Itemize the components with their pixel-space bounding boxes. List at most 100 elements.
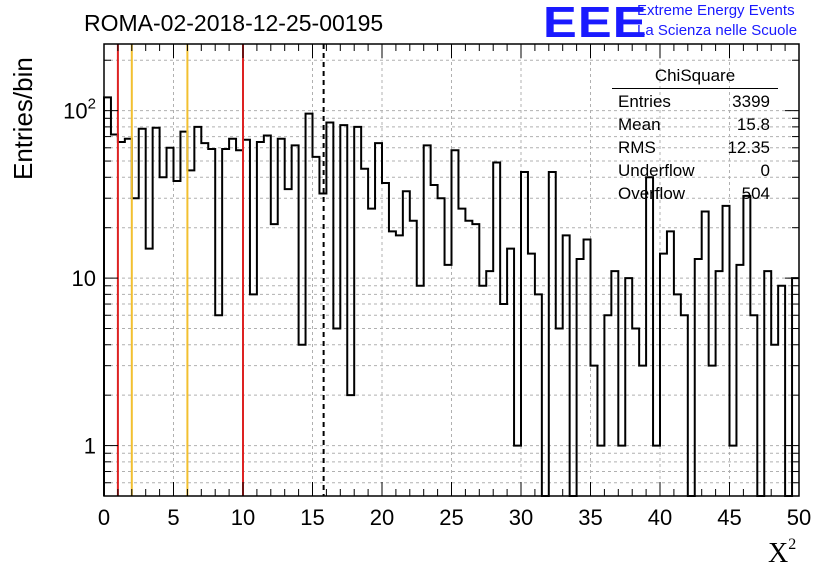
histogram-bin	[361, 169, 368, 496]
histogram-bin	[125, 139, 132, 496]
x-tick-label: 10	[231, 505, 255, 530]
histogram-bin	[132, 198, 139, 496]
eee-logo: EEE	[543, 0, 648, 47]
histogram-bin	[396, 235, 403, 496]
histogram-bin	[771, 345, 778, 496]
histogram-bin	[792, 278, 799, 496]
stats-label: Entries	[618, 92, 671, 111]
histogram-bin	[306, 114, 313, 496]
histogram-bin	[264, 136, 271, 496]
histogram-bin	[632, 329, 639, 496]
x-tick-label: 35	[578, 505, 602, 530]
stats-value: 3399	[732, 92, 770, 111]
histogram-bin	[389, 231, 396, 496]
stats-label: Overflow	[618, 184, 686, 203]
histogram-bin	[194, 127, 201, 496]
stats-label: RMS	[618, 138, 656, 157]
histogram-bin	[563, 235, 570, 496]
histogram-bin	[313, 157, 320, 496]
stats-row-underflow: Underflow 0	[612, 159, 778, 182]
x-tick-label: 0	[98, 505, 110, 530]
y-axis-label: Entries/bin	[8, 57, 38, 180]
histogram-bin	[222, 149, 229, 496]
histogram-bin	[146, 249, 153, 496]
histogram-bin	[278, 139, 285, 496]
histogram-bin	[139, 129, 146, 496]
histogram-bin	[611, 271, 618, 496]
histogram-bin	[236, 150, 243, 496]
histogram-bin	[556, 329, 563, 496]
histogram-bin	[340, 125, 347, 496]
stats-box: ChiSquare Entries 3399 Mean 15.8 RMS 12.…	[612, 66, 778, 205]
histogram-bin	[354, 127, 361, 496]
histogram-bin	[243, 140, 250, 496]
histogram-bin	[417, 286, 424, 496]
histogram-bin	[507, 249, 514, 496]
histogram-bin	[674, 294, 681, 496]
tick-labels: 0 5 10 15 20 25 30 35 40 45 50 1 10 102	[63, 96, 811, 530]
histogram-bin	[375, 143, 382, 496]
x-tick-label: 30	[509, 505, 533, 530]
histogram-bin	[493, 163, 500, 496]
histogram-bin	[465, 221, 472, 496]
histogram-bin	[618, 446, 625, 496]
histogram-bin	[743, 196, 750, 496]
histogram-bin	[597, 446, 604, 496]
histogram-bin	[187, 170, 194, 496]
histogram-bin	[486, 271, 493, 496]
histogram-outline	[103, 96, 799, 497]
histogram-bin	[723, 206, 730, 496]
x-tick-label: 45	[717, 505, 741, 530]
histogram-bin	[681, 315, 688, 496]
histogram-bin	[646, 177, 653, 496]
stats-row-mean: Mean 15.8	[612, 113, 778, 136]
histogram-bin	[764, 271, 771, 496]
stats-row-overflow: Overflow 504	[612, 182, 778, 205]
histogram-series	[103, 96, 799, 497]
histogram-bin	[521, 172, 528, 496]
histogram-bin	[201, 143, 208, 496]
histogram-bin	[167, 148, 174, 496]
x-tick-label: 5	[167, 505, 179, 530]
histogram-bin	[292, 145, 299, 496]
histogram-bin	[716, 271, 723, 496]
histogram-bin	[535, 294, 542, 496]
histogram-bin	[458, 209, 465, 496]
x-tick-label: 50	[787, 505, 811, 530]
histogram-bin	[153, 128, 160, 496]
y-tick-label: 1	[84, 434, 96, 459]
histogram-bin	[639, 366, 646, 496]
stats-label: Mean	[618, 115, 661, 134]
histogram-bin	[577, 259, 584, 496]
histogram-bin	[180, 132, 187, 496]
histogram-bin	[347, 395, 354, 496]
histogram-bin	[333, 329, 340, 496]
axis-ticks	[103, 44, 800, 497]
histogram-bin	[250, 294, 257, 496]
histogram-bin	[660, 254, 667, 496]
histogram-bin	[750, 315, 757, 496]
histogram-bin	[695, 259, 702, 496]
histogram-bin	[111, 135, 118, 496]
y-tick-label: 10	[72, 266, 96, 291]
stats-title: ChiSquare	[612, 66, 778, 89]
histogram-bin	[299, 345, 306, 496]
histogram-bin	[424, 145, 431, 496]
histogram-bin	[410, 221, 417, 496]
stats-value: 12.35	[727, 138, 770, 157]
x-tick-label: 20	[370, 505, 394, 530]
stats-row-rms: RMS 12.35	[612, 136, 778, 159]
histogram-bin	[403, 191, 410, 496]
histogram-bin	[326, 122, 333, 496]
stats-value: 504	[741, 184, 770, 203]
histogram-bin	[479, 286, 486, 496]
stats-value: 15.8	[736, 115, 770, 134]
logo-caption-line1: Extreme Energy Events	[637, 2, 795, 19]
histogram-bin	[452, 150, 459, 496]
histogram-bin	[528, 254, 535, 496]
histogram-bin	[472, 224, 479, 496]
histogram-bin	[104, 97, 111, 496]
histogram-bin	[285, 189, 292, 496]
logo-caption-line2: La Scienza nelle Scuole	[637, 22, 798, 39]
